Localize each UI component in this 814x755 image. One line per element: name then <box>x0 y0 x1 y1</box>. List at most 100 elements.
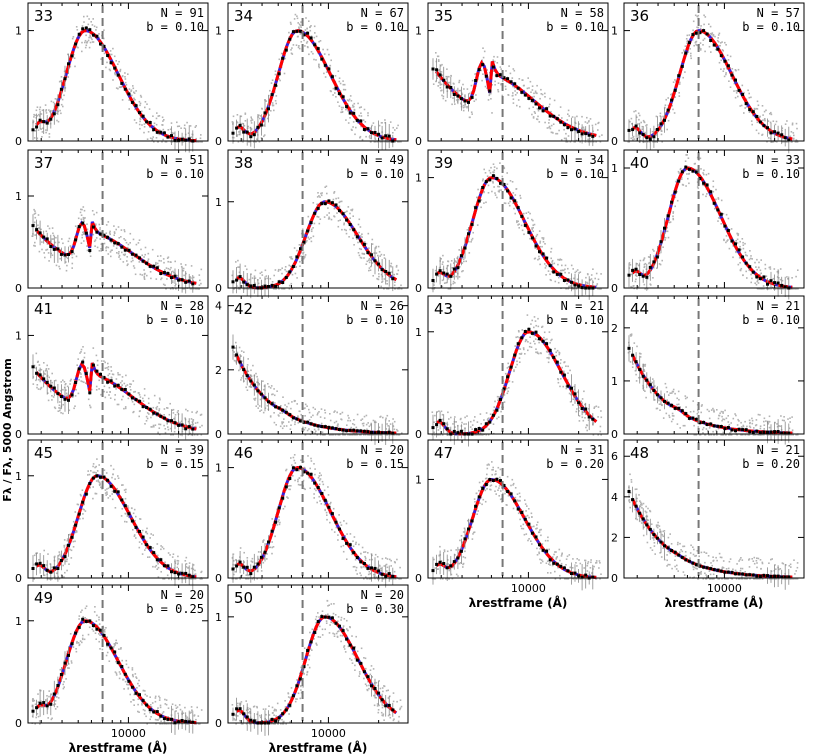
grey-point <box>757 132 760 135</box>
median-point <box>359 119 363 123</box>
grey-point <box>271 102 274 104</box>
grey-point <box>731 68 734 70</box>
median-point <box>77 225 81 229</box>
grey-point <box>65 392 68 395</box>
grey-point <box>81 234 83 236</box>
grey-point <box>461 93 464 96</box>
grey-point <box>472 434 475 436</box>
median-point <box>677 179 681 183</box>
grey-point <box>167 426 169 428</box>
median-point <box>387 271 391 275</box>
grey-point <box>132 87 135 90</box>
y-tick-label: 0 <box>415 282 422 295</box>
median-point <box>77 32 81 36</box>
median-point <box>491 174 495 178</box>
grey-point <box>261 274 264 276</box>
median-point <box>49 117 53 121</box>
median-point <box>573 392 577 396</box>
grey-point <box>768 426 771 429</box>
grey-point <box>367 422 369 424</box>
grey-point <box>486 418 489 421</box>
grey-point <box>114 71 116 74</box>
grey-point <box>334 75 337 77</box>
grey-point <box>504 372 507 375</box>
grey-point <box>56 112 58 115</box>
grey-point <box>340 106 343 109</box>
grey-point <box>190 418 193 420</box>
grey-point <box>281 421 283 423</box>
median-point <box>256 389 260 393</box>
grey-point <box>747 89 749 92</box>
grey-point <box>357 102 359 105</box>
median-point <box>530 236 534 240</box>
grey-point <box>195 137 197 140</box>
median-point <box>141 114 145 118</box>
grey-point <box>113 232 116 234</box>
grey-point <box>664 106 666 109</box>
grey-point <box>289 21 292 24</box>
grey-point <box>361 236 363 238</box>
grey-point <box>289 265 292 268</box>
grey-point <box>291 47 293 49</box>
grey-point <box>333 192 335 194</box>
grey-point <box>454 426 456 428</box>
median-point <box>716 208 720 212</box>
grey-point <box>555 354 558 357</box>
grey-point <box>58 241 60 244</box>
grey-point <box>532 230 534 233</box>
grey-point <box>458 81 460 84</box>
grey-point <box>471 424 474 426</box>
grey-point <box>379 255 381 257</box>
median-point <box>545 107 549 111</box>
grey-point <box>443 282 446 284</box>
grey-point <box>767 120 770 122</box>
grey-point <box>683 50 686 53</box>
panel-42: 024 42 N = 26b = 0.10 <box>215 295 409 445</box>
grey-point <box>172 412 175 414</box>
median-point <box>355 118 359 122</box>
median-point <box>474 206 478 210</box>
grey-point <box>471 79 474 82</box>
grey-point <box>752 114 754 117</box>
grey-point <box>506 367 509 369</box>
grey-point <box>506 392 509 395</box>
grey-point <box>51 254 54 256</box>
grey-point <box>489 172 492 174</box>
grey-point <box>750 255 752 257</box>
grey-point <box>539 352 542 354</box>
grey-point <box>80 214 83 216</box>
grey-point <box>104 367 107 369</box>
grey-point <box>647 256 650 258</box>
median-point <box>116 242 120 245</box>
grey-point <box>766 140 768 143</box>
grey-point <box>314 432 316 434</box>
median-point <box>587 133 591 137</box>
grey-point <box>131 257 134 259</box>
grey-point <box>664 237 667 239</box>
grey-point <box>513 86 516 89</box>
grey-point <box>345 119 347 121</box>
panel-n-count: N = 57 <box>757 6 800 20</box>
grey-point <box>571 286 573 288</box>
grey-point <box>451 267 454 269</box>
grey-point <box>184 417 186 419</box>
median-point <box>780 133 784 137</box>
grey-point <box>703 173 705 176</box>
grey-point <box>258 141 261 143</box>
grey-point <box>536 338 539 341</box>
grey-point <box>165 141 168 143</box>
grey-point <box>762 285 765 287</box>
grey-points <box>231 185 403 290</box>
grey-point <box>72 36 75 38</box>
grey-point <box>151 248 154 251</box>
median-point <box>652 135 656 139</box>
median-point <box>52 247 56 251</box>
grey-point <box>166 423 168 425</box>
grey-point <box>125 241 128 244</box>
grey-point <box>342 83 345 86</box>
median-point <box>783 136 787 140</box>
grey-point <box>126 384 129 386</box>
grey-point <box>36 384 39 386</box>
grey-point <box>83 209 86 212</box>
